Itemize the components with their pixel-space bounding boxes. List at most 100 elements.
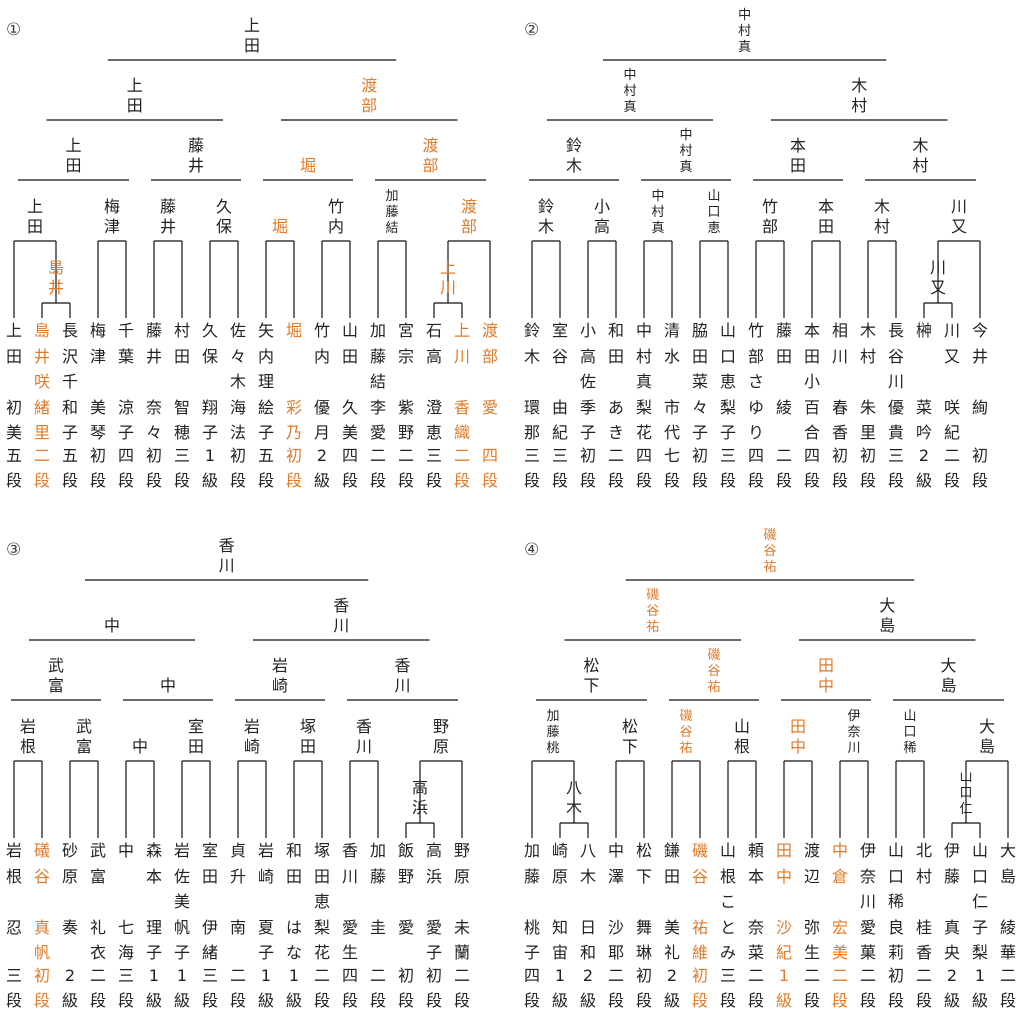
player-name: 長 沢 千 和 子 (61, 321, 78, 442)
player-name: 田 中 沙 紀 (775, 841, 792, 962)
player-name: 藤 井 奈 々 (145, 321, 162, 442)
player-rank: 1 級 (257, 966, 274, 1010)
round1-winner: 竹 部 (761, 197, 778, 236)
player-rank: 初 段 (691, 446, 708, 490)
player-rank: 二 段 (313, 966, 330, 1010)
player-name: 岩 崎 夏 子 (257, 841, 274, 962)
player-rank: 2 級 (313, 446, 330, 490)
player-rank: 三 段 (887, 446, 904, 490)
round2-winner: 上 田 (65, 136, 82, 175)
player-rank: 二 段 (453, 446, 470, 490)
player-name: 堀 彩 乃 (285, 321, 302, 442)
player-name: 本 田 小 百 合 (803, 321, 820, 442)
round1-winner: 山 口 恵 (707, 189, 721, 236)
semifinal-winner: 上 田 (126, 76, 143, 115)
player-rank: 二 段 (453, 966, 470, 1010)
round1-winner: 鈴 木 (537, 197, 554, 236)
round1-winner: 木 村 (873, 197, 890, 236)
player-rank: 五 段 (5, 446, 22, 490)
player-name: 上 川 香 織 (453, 321, 470, 442)
round1-winner: 松 下 (621, 717, 638, 756)
player-rank: 三 段 (5, 966, 22, 1010)
champion: 上 田 (243, 16, 260, 55)
player-rank: 二 段 (775, 446, 792, 490)
round1-winner: 大 島 (978, 717, 995, 756)
player-rank: 初 段 (579, 446, 596, 490)
player-rank: 二 段 (747, 966, 764, 1010)
player-rank: 四 段 (341, 966, 358, 1010)
player-name: 千 葉 涼 子 (117, 321, 134, 442)
player-name: 香 川 愛 生 (341, 841, 358, 962)
semifinal-winner: 中 (103, 616, 120, 635)
player-name: 塚 田 恵 梨 花 (313, 841, 330, 962)
player-rank: 初 段 (831, 446, 848, 490)
round1-winner: 磯 谷 祐 (679, 709, 693, 756)
round2-winner: 木 村 (912, 136, 929, 175)
round1-winner: 室 田 (187, 717, 204, 756)
player-name: 相 川 春 香 (831, 321, 848, 442)
round1-winner: 竹 内 (327, 197, 344, 236)
player-rank: 1 級 (971, 966, 988, 1010)
player-name: 崎 原 知 宙 (551, 841, 568, 962)
player-name: 磯 谷 祐 維 (691, 841, 708, 962)
round1-winner: 梅 津 (103, 197, 120, 236)
player-rank: 四 段 (341, 446, 358, 490)
player-name: 梅 津 美 琴 (89, 321, 106, 442)
round1-winner: 上 田 (26, 197, 43, 236)
player-name: 鎌 田 美 礼 (663, 841, 680, 962)
bracket-lines (529, 59, 981, 318)
prelim-winner: 八 木 (565, 778, 582, 817)
player-rank: 2 級 (663, 966, 680, 1010)
round1-winner: 渡 部 (460, 197, 477, 236)
player-name: 渡 部 愛 (481, 321, 498, 417)
bracket-number: ② (524, 20, 540, 40)
player-rank: 2 級 (915, 446, 932, 490)
round1-winner: 塚 田 (299, 717, 316, 756)
player-rank: 1 級 (775, 966, 792, 1010)
player-rank: 二 段 (803, 966, 820, 1010)
player-rank: 1 級 (173, 966, 190, 1010)
player-name: 武 富 礼 衣 (89, 841, 106, 962)
player-name: 飯 野 愛 (397, 841, 414, 937)
player-rank: 初 段 (285, 446, 302, 490)
player-name: 山 根 こ と み (719, 841, 736, 962)
round2-winner: 中 (159, 676, 176, 695)
round1-winner: 武 富 (75, 717, 92, 756)
player-name: 八 木 日 和 (579, 841, 596, 962)
player-rank: 初 段 (89, 446, 106, 490)
bracket-number: ③ (6, 540, 22, 560)
player-name: 上 田 初 美 (5, 321, 22, 442)
player-rank: 1 級 (145, 966, 162, 1010)
player-rank: 三 段 (719, 966, 736, 1010)
player-rank: 初 段 (691, 966, 708, 1010)
player-name: 石 高 澄 恵 (425, 321, 442, 442)
player-name: 岩 根 忍 (5, 841, 22, 937)
player-name: 貞 升 南 (229, 841, 246, 937)
player-rank: 初 段 (33, 966, 50, 1010)
prelim-winner: 上 川 (439, 258, 456, 297)
champion: 磯 谷 祐 (763, 528, 777, 575)
round1-winner: 岩 根 (19, 717, 36, 756)
round1-winner: 田 中 (789, 717, 806, 756)
round1-winner: 野 原 (432, 717, 449, 756)
player-name: 小 高 佐 季 子 (579, 321, 596, 442)
player-rank: 三 段 (425, 446, 442, 490)
player-rank: 三 段 (551, 446, 568, 490)
round1-winner: 堀 (271, 217, 288, 236)
player-name: 中 七 海 (117, 841, 134, 962)
prelim-winner: 川 又 (929, 258, 946, 297)
player-name: 清 水 市 代 (663, 321, 680, 442)
champion: 香 川 (218, 536, 235, 575)
player-rank: 三 段 (117, 966, 134, 1010)
round2-winner: 香 川 (394, 656, 411, 695)
player-rank: 二 段 (831, 966, 848, 1010)
player-name: 鈴 木 環 那 (523, 321, 540, 442)
player-rank: 三 段 (523, 446, 540, 490)
player-name: 長 谷 川 優 貴 (887, 321, 904, 442)
semifinal-winner: 木 村 (851, 76, 868, 115)
round1-winner: 中 (131, 737, 148, 756)
round2-winner: 本 田 (789, 136, 806, 175)
round1-winner: 川 又 (950, 197, 967, 236)
player-rank: 初 段 (859, 446, 876, 490)
